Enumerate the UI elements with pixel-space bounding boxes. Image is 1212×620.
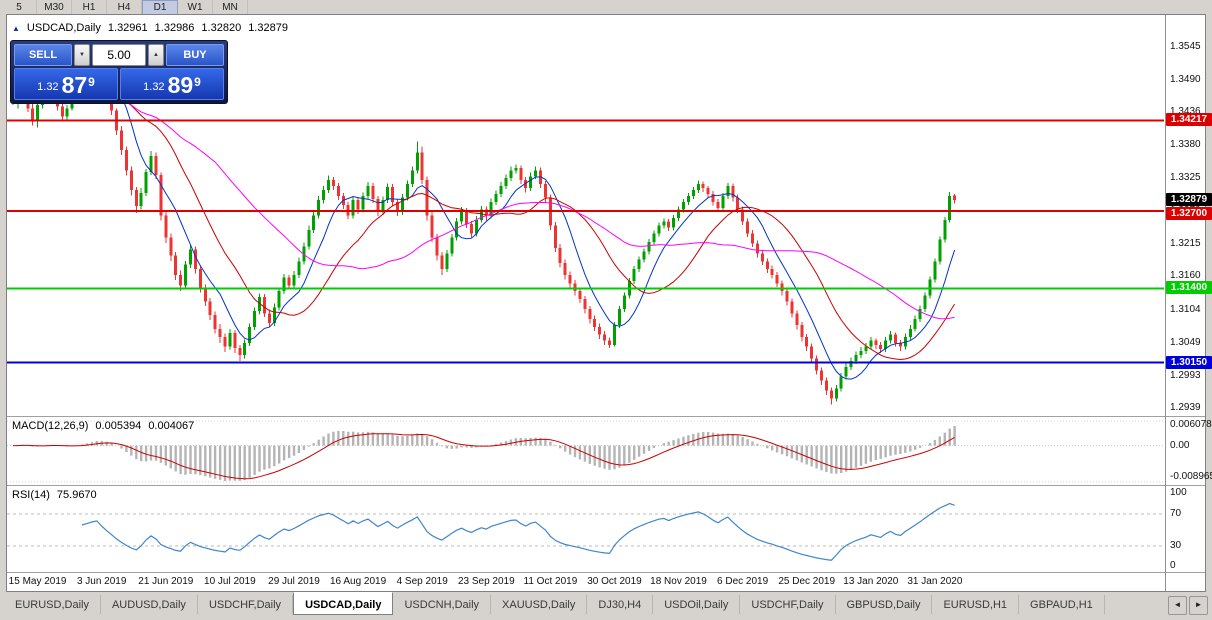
rsi-value: 75.9670 [56, 489, 97, 501]
date-axis-separator [7, 572, 1205, 573]
ohlc-open: 1.32961 [107, 22, 148, 34]
date-axis-label: 6 Dec 2019 [717, 576, 769, 587]
chart-symbol-icon: ▲ [12, 23, 20, 33]
macd-panel-separator[interactable] [7, 416, 1205, 417]
tab-scroll-right-button[interactable]: ► [1189, 596, 1208, 615]
price-badge: 1.31400 [1166, 281, 1212, 295]
price-axis-separator [1165, 15, 1166, 591]
buy-price-sup: 9 [194, 75, 201, 89]
price-axis-label: 1.3490 [1170, 73, 1201, 85]
chart-symbol-label: USDCAD,Daily [26, 22, 101, 34]
date-axis-label: 4 Sep 2019 [396, 576, 448, 587]
date-axis-label: 11 Oct 2019 [523, 576, 578, 587]
timeframe-button-w1[interactable]: W1 [178, 0, 213, 14]
chart-window[interactable] [6, 14, 1206, 592]
volume-decrease-button[interactable]: ▼ [74, 44, 90, 66]
macd-axis-label: 0.00 [1170, 439, 1190, 451]
timeframe-button-5[interactable]: 5 [2, 0, 37, 14]
caret-up-icon: ▲ [153, 52, 159, 58]
buy-button[interactable]: BUY [166, 44, 224, 66]
price-axis-label: 1.2993 [1170, 369, 1201, 381]
buy-price-big: 89 [167, 72, 194, 98]
price-axis-label: 1.3215 [1170, 237, 1201, 249]
date-axis-label: 25 Dec 2019 [778, 576, 836, 587]
date-axis-label: 18 Nov 2019 [650, 576, 707, 587]
one-click-trading-panel: SELL ▼ 5.00 ▲ BUY 1.32 87 9 1.32 89 9 [10, 40, 228, 104]
timeframe-button-m30[interactable]: M30 [37, 0, 72, 14]
chart-tab-usdchf-daily[interactable]: USDCHF,Daily [198, 595, 294, 614]
rsi-title: RSI(14) [12, 489, 50, 501]
ohlc-low: 1.32820 [201, 22, 242, 34]
price-badge: 1.32879 [1166, 193, 1212, 207]
macd-main-value: 0.005394 [95, 420, 142, 432]
macd-header: MACD(12,26,9) 0.005394 0.004067 [12, 420, 194, 432]
chart-tab-gbpusd-daily[interactable]: GBPUSD,Daily [836, 595, 933, 614]
rsi-axis-label: 100 [1170, 487, 1187, 498]
ohlc-close: 1.32879 [248, 22, 288, 34]
timeframe-button-h1[interactable]: H1 [72, 0, 107, 14]
date-axis-label: 29 Jul 2019 [268, 576, 320, 587]
sell-price-sup: 9 [88, 75, 95, 89]
buy-price-prefix: 1.32 [143, 81, 165, 93]
sell-button[interactable]: SELL [14, 44, 72, 66]
date-axis-label: 16 Aug 2019 [330, 576, 387, 587]
timeframe-toolbar: 5 M30 H1 H4 D1 W1 MN [0, 0, 1212, 16]
date-axis-label: 15 May 2019 [8, 576, 67, 587]
rsi-header: RSI(14) 75.9670 [12, 489, 97, 501]
chart-tab-dj30-h4[interactable]: DJ30,H4 [587, 595, 654, 614]
chart-tab-usdcad-daily[interactable]: USDCAD,Daily [293, 592, 394, 615]
price-axis-label: 1.3049 [1170, 336, 1201, 348]
chart-tab-eurusd-h1[interactable]: EURUSD,H1 [932, 595, 1020, 614]
chart-tab-gbpaud-h1[interactable]: GBPAUD,H1 [1019, 595, 1105, 614]
rsi-axis-label: 70 [1170, 508, 1182, 519]
price-axis-label: 1.3325 [1170, 172, 1201, 184]
chart-tab-xauusd-daily[interactable]: XAUUSD,Daily [491, 595, 588, 614]
chart-tab-usdchf-daily[interactable]: USDCHF,Daily [740, 595, 836, 614]
timeframe-button-mn[interactable]: MN [213, 0, 248, 14]
volume-input[interactable]: 5.00 [92, 44, 146, 66]
date-axis-label: 3 Jun 2019 [76, 576, 127, 587]
chart-tab-audusd-daily[interactable]: AUDUSD,Daily [101, 595, 198, 614]
volume-increase-button[interactable]: ▲ [148, 44, 164, 66]
rsi-panel-separator[interactable] [7, 485, 1205, 486]
chart-tab-bar: EURUSD,Daily AUDUSD,Daily USDCHF,Daily USDC… [0, 592, 1212, 620]
price-axis-label: 1.2939 [1170, 402, 1201, 413]
price-badge: 1.34217 [1166, 113, 1212, 127]
macd-axis-label: 0.006078 [1170, 419, 1212, 430]
macd-signal-value: 0.004067 [148, 420, 195, 432]
price-axis-label: 1.3104 [1170, 303, 1201, 315]
sell-price-big: 87 [61, 72, 88, 98]
rsi-axis-label: 0 [1170, 560, 1176, 571]
chart-tab-eurusd-daily[interactable]: EURUSD,Daily [4, 595, 101, 614]
caret-down-icon: ▼ [79, 52, 85, 58]
chart-tab-usdcnh-daily[interactable]: USDCNH,Daily [393, 595, 492, 614]
tab-scroll-left-button[interactable]: ◄ [1168, 596, 1187, 615]
timeframe-button-h4[interactable]: H4 [107, 0, 142, 14]
rsi-axis-label: 30 [1170, 540, 1182, 551]
sell-price-button[interactable]: 1.32 87 9 [14, 68, 118, 100]
date-axis-label: 30 Oct 2019 [587, 576, 642, 587]
price-axis-label: 1.3160 [1170, 270, 1201, 282]
price-axis-label: 1.3436 [1170, 105, 1201, 117]
date-axis-label: 21 Jun 2019 [138, 576, 194, 587]
buy-price-button[interactable]: 1.32 89 9 [120, 68, 224, 100]
date-axis-label: 23 Sep 2019 [457, 576, 515, 587]
price-badge: 1.30150 [1166, 355, 1212, 369]
chart-ohlc-header: ▲ USDCAD,Daily 1.32961 1.32986 1.32820 1… [12, 22, 288, 34]
date-axis-label: 31 Jan 2020 [907, 576, 963, 587]
date-axis-label: 13 Jan 2020 [843, 576, 899, 587]
macd-title: MACD(12,26,9) [12, 420, 89, 432]
ohlc-high: 1.32986 [154, 22, 195, 34]
sell-price-prefix: 1.32 [37, 81, 59, 93]
macd-axis-label: -0.008965 [1170, 471, 1212, 482]
date-axis-label: 10 Jul 2019 [204, 576, 256, 587]
price-badge: 1.32700 [1166, 207, 1212, 221]
chart-tab-usdoil-daily[interactable]: USDOil,Daily [653, 595, 741, 614]
price-axis-label: 1.3380 [1170, 139, 1201, 151]
tab-scroll-arrows: ◄ ► [1168, 596, 1208, 615]
price-axis-label: 1.3545 [1170, 41, 1201, 52]
